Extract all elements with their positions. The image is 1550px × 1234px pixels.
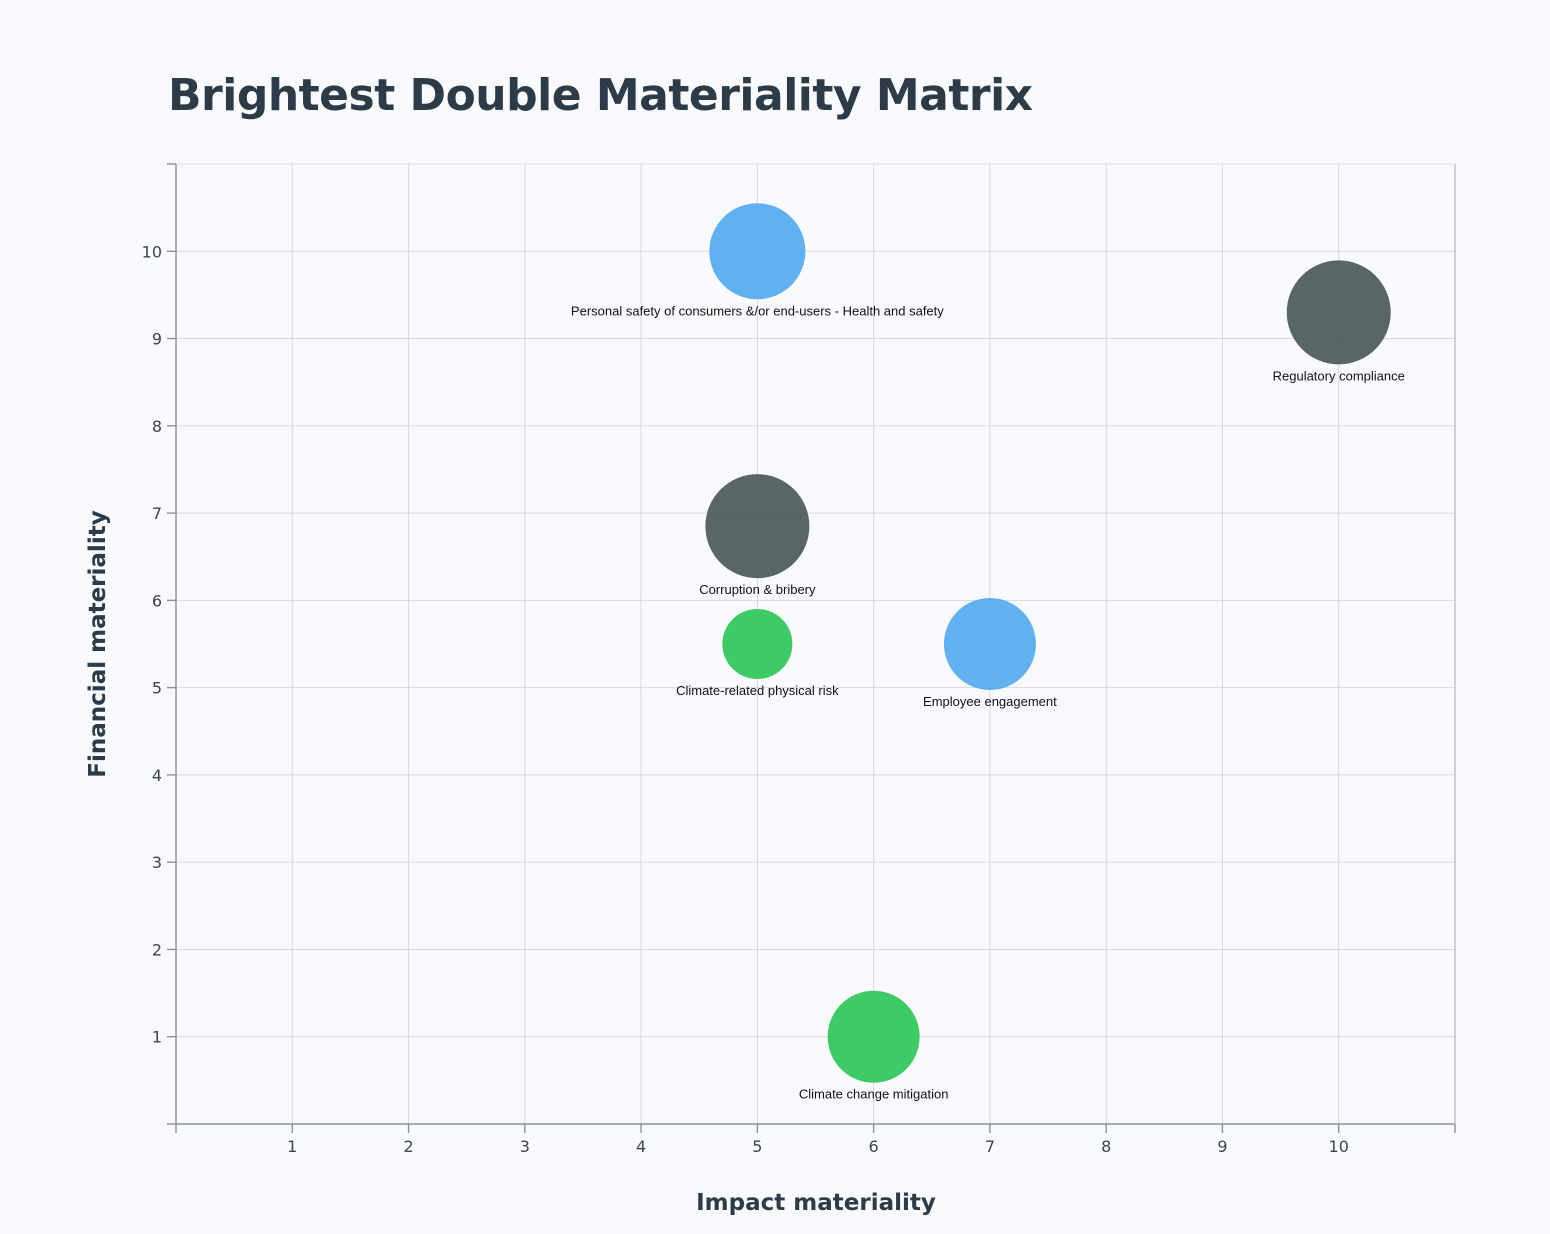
y-tick-label-3: 3 bbox=[152, 853, 162, 872]
bubble-3 bbox=[705, 474, 810, 579]
bubble-5 bbox=[943, 598, 1036, 690]
y-tick-label-4: 4 bbox=[152, 766, 162, 785]
x-tick-label-2: 2 bbox=[403, 1137, 413, 1156]
bubble-1 bbox=[709, 203, 806, 300]
x-tick-label-3: 3 bbox=[520, 1137, 530, 1156]
bubble-6 bbox=[827, 990, 920, 1083]
bubble-label-5: Employee engagement bbox=[923, 694, 1057, 709]
y-tick-label-8: 8 bbox=[152, 417, 162, 436]
data-labels: Personal safety of consumers &/or end-us… bbox=[571, 303, 1405, 1101]
bubble-label-4: Climate-related physical risk bbox=[676, 683, 839, 698]
bubble-label-2: Regulatory compliance bbox=[1273, 368, 1405, 383]
bubble-label-6: Climate change mitigation bbox=[799, 1087, 949, 1102]
axes: 1 2 3 4 5 6 7 8 9 10 1 2 3 4 5 6 7 8 9 10 bbox=[142, 163, 1456, 1156]
grid bbox=[176, 163, 1456, 1124]
chart-title: Brightest Double Materiality Matrix bbox=[168, 70, 1033, 121]
x-tick-label-8: 8 bbox=[1101, 1137, 1111, 1156]
y-tick-label-1: 1 bbox=[152, 1028, 162, 1047]
y-tick-label-10: 10 bbox=[142, 242, 162, 261]
bubble-4 bbox=[722, 609, 793, 679]
x-tick-label-6: 6 bbox=[869, 1137, 879, 1156]
x-axis-title: Impact materiality bbox=[696, 1190, 936, 1216]
bubble-label-3: Corruption & bribery bbox=[699, 582, 816, 597]
data-points bbox=[705, 203, 1391, 1083]
bubble-2 bbox=[1286, 260, 1391, 365]
x-tick-label-7: 7 bbox=[985, 1137, 995, 1156]
y-tick-label-2: 2 bbox=[152, 940, 162, 959]
x-tick-label-5: 5 bbox=[752, 1137, 762, 1156]
bubble-label-1: Personal safety of consumers &/or end-us… bbox=[571, 303, 944, 318]
y-tick-label-5: 5 bbox=[152, 679, 162, 698]
x-tick-label-1: 1 bbox=[287, 1137, 297, 1156]
x-tick-label-9: 9 bbox=[1217, 1137, 1227, 1156]
y-tick-label-6: 6 bbox=[152, 591, 162, 610]
y-axis-title: Financial materiality bbox=[85, 510, 111, 778]
x-tick-label-10: 10 bbox=[1329, 1137, 1349, 1156]
y-tick-label-9: 9 bbox=[152, 330, 162, 349]
y-tick-label-7: 7 bbox=[152, 504, 162, 523]
x-tick-label-4: 4 bbox=[636, 1137, 646, 1156]
